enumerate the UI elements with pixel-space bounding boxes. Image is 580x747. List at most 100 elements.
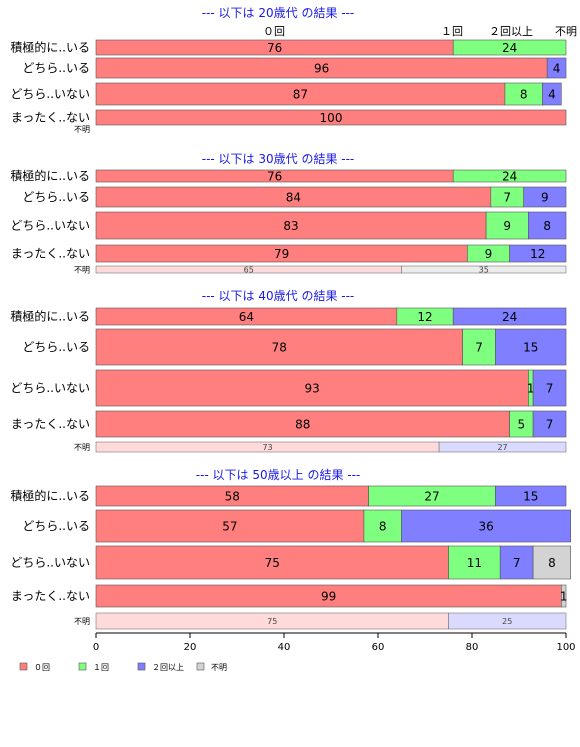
bar-segment bbox=[401, 509, 571, 543]
row-label: どちら..いない bbox=[10, 87, 90, 101]
data-label: 4 bbox=[548, 88, 556, 102]
bar-segment bbox=[95, 509, 365, 543]
bar-segment bbox=[495, 485, 567, 507]
bar-segment bbox=[542, 82, 562, 106]
x-tick-label: 0 bbox=[93, 642, 99, 653]
column-header-1: １回 bbox=[441, 25, 463, 38]
legend-swatch bbox=[19, 662, 28, 671]
data-label: 75 bbox=[265, 556, 280, 570]
data-label: 96 bbox=[314, 62, 329, 76]
data-label: 100 bbox=[320, 111, 343, 125]
row-label: どちら..いない bbox=[10, 381, 90, 395]
bar-segment bbox=[95, 545, 449, 580]
row-label: 積極的に..いる bbox=[10, 488, 90, 503]
bar-segment bbox=[95, 369, 529, 407]
bar-segment bbox=[523, 186, 567, 208]
x-tick-label: 100 bbox=[556, 642, 575, 653]
row-label: どちら..いる bbox=[22, 340, 90, 354]
legend-swatch bbox=[137, 662, 146, 671]
data-label: 7 bbox=[475, 341, 483, 355]
unknown-data-label: 73 bbox=[262, 443, 272, 452]
data-label: 9 bbox=[503, 219, 511, 233]
panel-title-0: --- 以下は 20歳代 の結果 --- bbox=[202, 6, 355, 20]
data-label: 64 bbox=[239, 310, 254, 324]
bar-segment bbox=[532, 545, 571, 580]
legend-label: ２回以上 bbox=[152, 663, 184, 672]
data-label: 4 bbox=[553, 62, 561, 76]
data-label: 15 bbox=[523, 341, 538, 355]
bar-segment bbox=[448, 545, 501, 580]
row-label: 積極的に..いる bbox=[10, 168, 90, 183]
row-label: まったく..ない bbox=[11, 111, 90, 125]
data-label: 12 bbox=[417, 310, 432, 324]
data-label: 1 bbox=[560, 590, 568, 604]
bar-segment bbox=[532, 410, 567, 438]
unknown-row-label: 不明 bbox=[74, 617, 90, 626]
unknown-row-label: 不明 bbox=[74, 125, 90, 134]
data-label: 24 bbox=[502, 170, 517, 184]
data-label: 36 bbox=[478, 520, 493, 534]
column-header-2: ２回以上 bbox=[489, 25, 533, 38]
row-label: 積極的に..いる bbox=[10, 40, 90, 55]
unknown-bar-segment bbox=[438, 441, 567, 453]
data-label: 84 bbox=[286, 191, 301, 205]
x-tick-label: 40 bbox=[278, 642, 291, 653]
data-label: 9 bbox=[541, 191, 549, 205]
data-label: 7 bbox=[513, 556, 521, 570]
data-label: 76 bbox=[267, 41, 282, 55]
column-header-3: 不明 bbox=[555, 25, 577, 38]
unknown-bar-segment bbox=[401, 265, 567, 274]
panel-title-3: --- 以下は 50歳以上 の結果 --- bbox=[196, 468, 361, 482]
bar-segment bbox=[363, 509, 402, 543]
unknown-data-label: 35 bbox=[479, 266, 489, 275]
unknown-data-label: 25 bbox=[502, 617, 512, 626]
unknown-data-label: 27 bbox=[497, 443, 507, 452]
data-label: 15 bbox=[523, 490, 538, 504]
data-label: 76 bbox=[267, 170, 282, 184]
data-label: 1 bbox=[527, 382, 535, 396]
data-label: 11 bbox=[467, 556, 482, 570]
bar-segment bbox=[452, 39, 567, 56]
legend-swatch bbox=[78, 662, 87, 671]
data-label: 12 bbox=[530, 247, 545, 261]
panel-title-2: --- 以下は 40歳代 の結果 --- bbox=[202, 289, 355, 303]
row-label: まったく..ない bbox=[11, 417, 90, 431]
row-label: 積極的に..いる bbox=[10, 309, 90, 324]
bar-segment bbox=[560, 584, 567, 608]
panel-title-1: --- 以下は 30歳代 の結果 --- bbox=[202, 152, 355, 166]
data-label: 93 bbox=[305, 382, 320, 396]
bar-segment bbox=[95, 109, 567, 126]
x-tick-label: 80 bbox=[466, 642, 479, 653]
x-tick-label: 60 bbox=[372, 642, 385, 653]
data-label: 83 bbox=[283, 219, 298, 233]
unknown-bar-segment bbox=[448, 612, 567, 630]
data-label: 78 bbox=[272, 341, 287, 355]
bar-segment bbox=[509, 244, 567, 263]
data-label: 8 bbox=[548, 556, 556, 570]
data-label: 87 bbox=[293, 88, 308, 102]
bar-segment bbox=[532, 369, 567, 407]
unknown-data-label: 75 bbox=[267, 617, 277, 626]
legend-label: 不明 bbox=[211, 663, 227, 672]
bar-segment bbox=[95, 211, 487, 240]
bar-segment bbox=[452, 307, 567, 326]
row-label: どちら..いる bbox=[22, 190, 90, 204]
data-label: 24 bbox=[502, 310, 517, 324]
legend-label: １回 bbox=[93, 663, 109, 672]
legend-label: ０回 bbox=[34, 663, 50, 672]
data-label: 7 bbox=[546, 382, 554, 396]
data-label: 27 bbox=[424, 490, 439, 504]
legend-swatch bbox=[196, 662, 205, 671]
data-label: 57 bbox=[222, 520, 237, 534]
x-tick-label: 20 bbox=[184, 642, 197, 653]
bar-segment bbox=[462, 328, 496, 366]
column-header-0: ０回 bbox=[263, 25, 285, 38]
data-label: 8 bbox=[379, 520, 387, 534]
data-label: 5 bbox=[518, 418, 526, 432]
data-label: 58 bbox=[225, 490, 240, 504]
row-label: どちら..いない bbox=[10, 219, 90, 233]
data-label: 8 bbox=[520, 88, 528, 102]
data-label: 7 bbox=[546, 418, 554, 432]
row-label: どちら..いる bbox=[22, 519, 90, 533]
